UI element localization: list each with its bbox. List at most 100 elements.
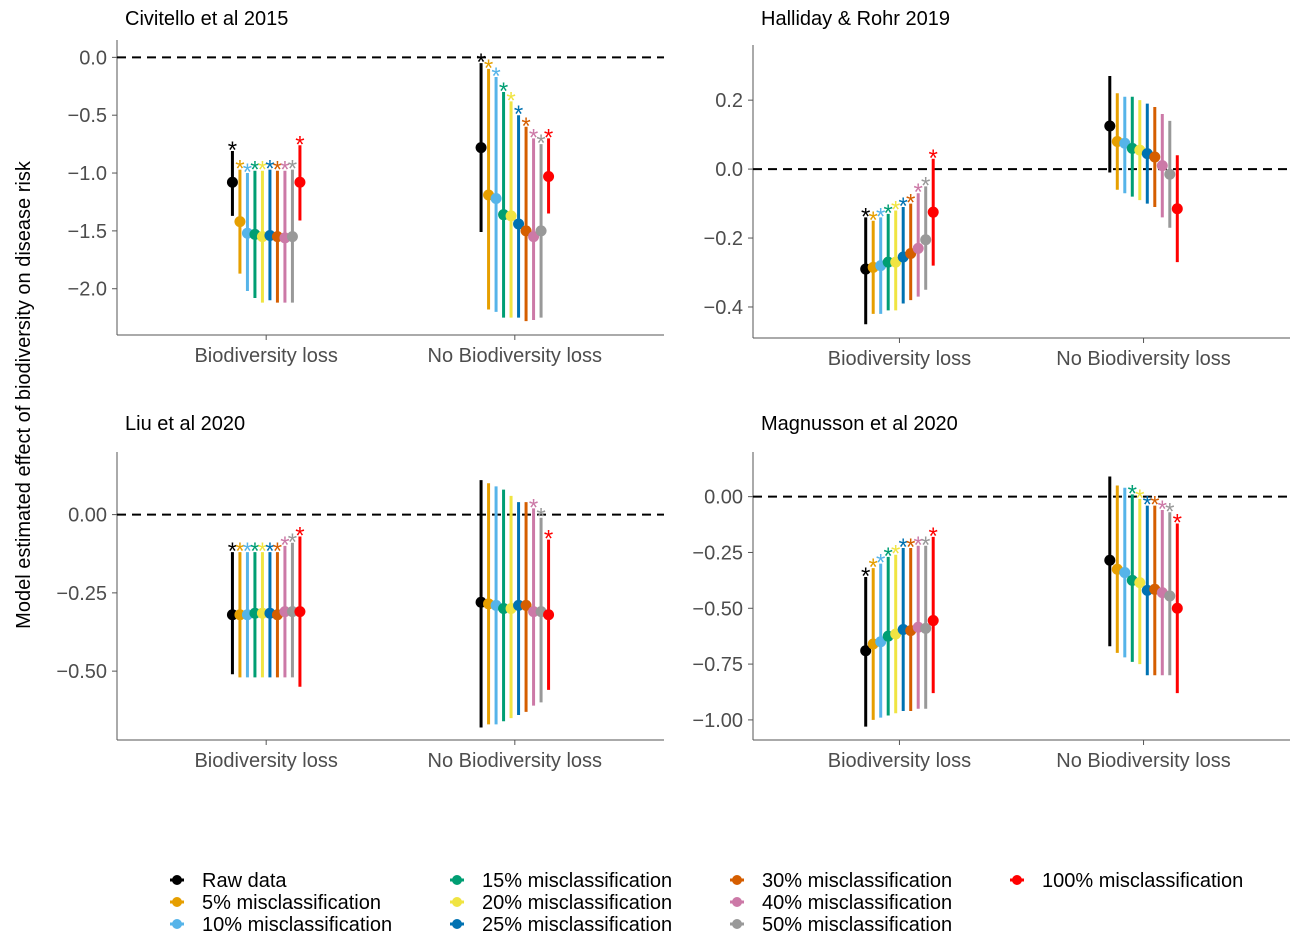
point: [543, 609, 555, 621]
y-tick-label: −0.25: [56, 583, 107, 605]
point: [1156, 160, 1168, 172]
y-tick-label: −2.0: [68, 279, 107, 301]
significance-label: *: [884, 543, 893, 570]
point: [1164, 590, 1176, 602]
significance-label: *: [899, 534, 908, 561]
legend-label: Raw data: [202, 870, 287, 892]
significance-label: *: [228, 137, 237, 164]
x-tick-label: Biodiversity loss: [194, 345, 338, 367]
significance-label: *: [536, 130, 545, 157]
x-tick-label: Biodiversity loss: [827, 750, 972, 772]
significance-label: *: [506, 87, 515, 114]
significance-label: *: [906, 190, 915, 217]
significance-label: *: [1143, 492, 1152, 519]
legend-key: [452, 919, 462, 929]
significance-label: *: [235, 156, 244, 183]
y-tick-label: −0.75: [692, 654, 743, 676]
significance-label: *: [250, 157, 259, 184]
x-tick-label: No Biodiversity loss: [427, 750, 603, 772]
significance-label: *: [876, 203, 885, 230]
y-tick-label: 0.00: [704, 487, 743, 509]
y-tick-label: −0.25: [692, 542, 743, 564]
point: [1171, 203, 1183, 215]
point: [286, 231, 298, 243]
significance-label: *: [258, 538, 267, 565]
point: [513, 218, 525, 230]
legend-label: 30% misclassification: [762, 870, 952, 892]
significance-label: *: [280, 532, 289, 559]
legend-key: [172, 919, 182, 929]
panel-title: Civitello et al 2015: [125, 8, 288, 30]
point: [920, 622, 932, 634]
point: [475, 142, 487, 154]
significance-label: *: [514, 101, 523, 128]
significance-label: *: [273, 538, 282, 565]
significance-label: *: [484, 55, 493, 82]
significance-label: *: [921, 172, 930, 199]
x-tick-label: No Biodiversity loss: [427, 345, 603, 367]
point: [1164, 168, 1176, 180]
panel-title: Magnusson et al 2020: [761, 413, 958, 435]
y-tick-label: −0.4: [704, 297, 743, 319]
point: [543, 171, 555, 183]
legend-key: [172, 875, 182, 885]
point: [226, 176, 238, 188]
significance-label: *: [876, 550, 885, 577]
legend-label: 5% misclassification: [202, 892, 381, 914]
point: [535, 225, 547, 237]
legend-key: [452, 875, 462, 885]
point: [294, 176, 306, 188]
significance-label: *: [869, 207, 878, 234]
significance-label: *: [235, 538, 244, 565]
y-axis-label: Model estimated effect of biodiversity o…: [13, 160, 35, 629]
significance-label: *: [521, 113, 530, 140]
significance-label: *: [1158, 496, 1167, 523]
point: [294, 606, 306, 618]
significance-label: *: [280, 157, 289, 184]
point: [528, 231, 540, 243]
point: [1134, 577, 1146, 589]
x-tick-label: Biodiversity loss: [194, 750, 338, 772]
significance-label: *: [250, 538, 259, 565]
significance-label: *: [921, 532, 930, 559]
y-tick-label: −0.5: [68, 105, 107, 127]
legend-key: [1012, 875, 1022, 885]
point: [927, 615, 939, 627]
point: [490, 192, 502, 204]
point: [1119, 567, 1131, 579]
x-tick-label: Biodiversity loss: [827, 348, 972, 370]
legend-label: 15% misclassification: [482, 870, 672, 892]
point: [1149, 151, 1161, 163]
point: [1171, 602, 1183, 614]
significance-label: *: [288, 156, 297, 183]
y-tick-label: −0.50: [56, 661, 107, 683]
significance-label: *: [929, 145, 938, 172]
y-tick-label: 0.00: [68, 505, 107, 527]
point: [1104, 554, 1116, 566]
significance-label: *: [1173, 509, 1182, 536]
legend-key: [452, 897, 462, 907]
significance-label: *: [1135, 485, 1144, 512]
significance-label: *: [1150, 492, 1159, 519]
significance-label: *: [295, 523, 304, 550]
point: [860, 645, 872, 657]
legend-key: [732, 897, 742, 907]
significance-label: *: [273, 157, 282, 184]
significance-label: *: [258, 157, 267, 184]
significance-label: *: [476, 49, 485, 76]
significance-label: *: [929, 523, 938, 550]
significance-label: *: [1128, 480, 1137, 507]
significance-label: *: [914, 179, 923, 206]
point: [875, 636, 887, 648]
point: [520, 599, 532, 611]
significance-label: *: [914, 532, 923, 559]
y-tick-label: −1.5: [68, 221, 107, 243]
point: [505, 210, 517, 222]
significance-label: *: [869, 554, 878, 581]
y-tick-label: 0.0: [715, 159, 743, 181]
significance-label: *: [228, 538, 237, 565]
legend-label: 20% misclassification: [482, 892, 672, 914]
panel-title: Halliday & Rohr 2019: [761, 8, 950, 30]
significance-label: *: [243, 159, 252, 186]
